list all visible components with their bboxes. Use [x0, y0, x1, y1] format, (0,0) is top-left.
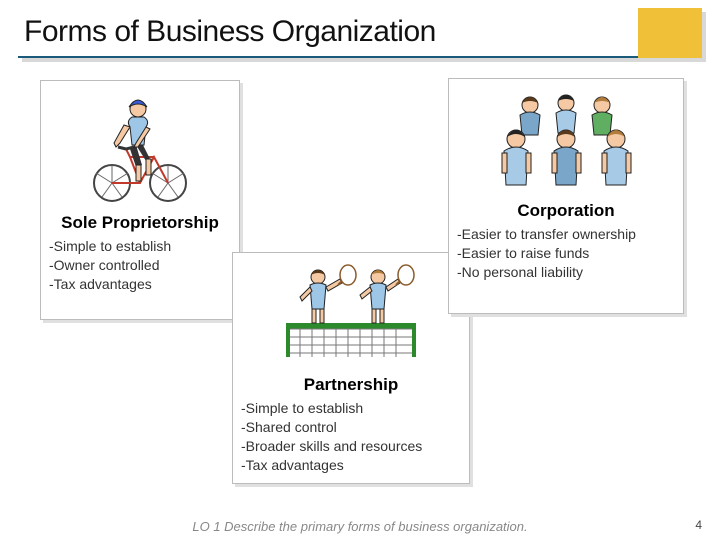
page-number: 4 — [695, 518, 702, 532]
corporation-bullets: -Easier to transfer ownership -Easier to… — [457, 225, 636, 282]
title-accent — [632, 8, 702, 58]
list-item: -Easier to raise funds — [457, 244, 636, 263]
panel-sole-proprietorship: Sole Proprietorship -Simple to establish… — [40, 80, 240, 320]
learning-objective-footer: LO 1 Describe the primary forms of busin… — [0, 519, 720, 534]
list-item: -Shared control — [241, 418, 422, 437]
list-item: -Tax advantages — [241, 456, 422, 475]
tennis-icon — [256, 259, 446, 369]
title-inner: Forms of Business Organization — [18, 8, 638, 58]
sole-heading: Sole Proprietorship — [61, 213, 219, 233]
list-item: -Owner controlled — [49, 256, 171, 275]
tennis-illustration — [256, 259, 446, 369]
cyclist-icon — [80, 87, 200, 207]
group-icon — [476, 85, 656, 195]
list-item: -No personal liability — [457, 263, 636, 282]
panel-partnership: Partnership -Simple to establish -Shared… — [232, 252, 470, 484]
list-item: -Easier to transfer ownership — [457, 225, 636, 244]
corporation-heading: Corporation — [517, 201, 614, 221]
list-item: -Simple to establish — [49, 237, 171, 256]
list-item: -Broader skills and resources — [241, 437, 422, 456]
partnership-heading: Partnership — [304, 375, 398, 395]
group-illustration — [476, 85, 656, 195]
sole-bullets: -Simple to establish -Owner controlled -… — [49, 237, 171, 294]
list-item: -Tax advantages — [49, 275, 171, 294]
list-item: -Simple to establish — [241, 399, 422, 418]
partnership-bullets: -Simple to establish -Shared control -Br… — [241, 399, 422, 475]
cyclist-illustration — [80, 87, 200, 207]
page-title: Forms of Business Organization — [24, 15, 436, 49]
title-bar: Forms of Business Organization — [18, 8, 702, 58]
panel-corporation: Corporation -Easier to transfer ownershi… — [448, 78, 684, 314]
